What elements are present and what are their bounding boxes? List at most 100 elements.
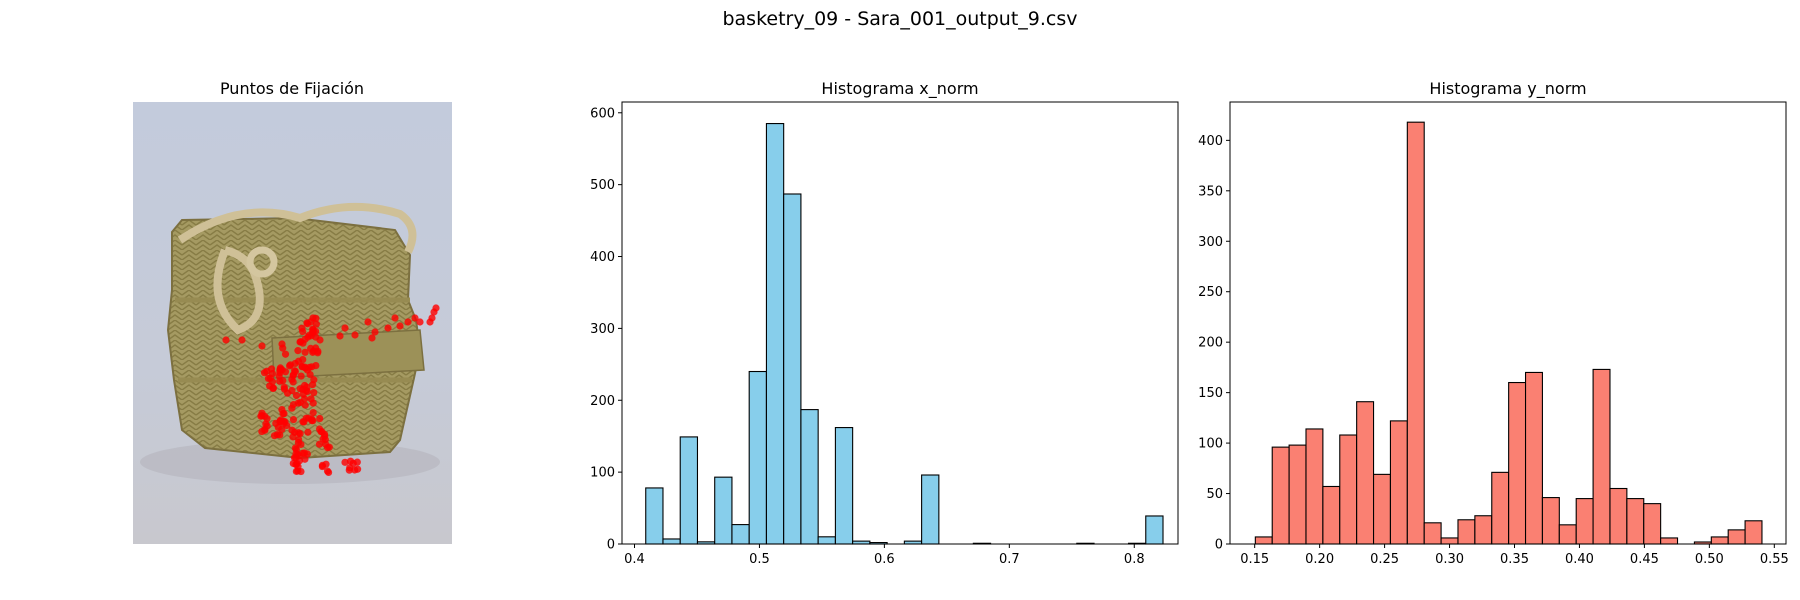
fixation-point	[285, 362, 294, 370]
histogram-x-bar	[731, 524, 750, 545]
histogram-x-bar	[800, 409, 819, 545]
fixation-point	[308, 363, 316, 371]
fixation-point	[309, 314, 317, 322]
fixation-point	[307, 395, 315, 403]
fixation-point	[297, 467, 305, 476]
histogram-y-y-tick-label: 200	[1198, 336, 1223, 351]
histogram-y-bar	[1710, 536, 1729, 545]
fixation-point	[321, 436, 329, 444]
histogram-y-bar	[1660, 537, 1679, 545]
fixation-point	[341, 458, 349, 466]
fixation-point	[364, 318, 372, 326]
fixation-point	[432, 304, 440, 312]
histogram-y-bar	[1305, 428, 1324, 545]
histogram-x-bar	[765, 123, 785, 545]
histogram-y-bar	[1727, 529, 1746, 545]
histogram-x-axes-frame	[621, 101, 1179, 545]
fixation-point	[303, 319, 311, 327]
histogram-y-x-tick-label: 0.45	[1630, 552, 1659, 567]
fixation-point	[351, 466, 359, 474]
histogram-y-y-tick-label: 50	[1206, 487, 1223, 502]
fixation-point	[276, 366, 284, 374]
histogram-y-bar	[1339, 434, 1358, 545]
fixation-point	[270, 432, 279, 440]
fixation-point	[301, 363, 309, 371]
fixation-point	[341, 324, 349, 332]
histogram-y-y-tick-label: 350	[1198, 184, 1223, 199]
fixation-point	[304, 428, 312, 436]
fixation-image-panel: Puntos de Fijación	[133, 79, 452, 544]
fixation-point	[280, 383, 288, 391]
fixation-point	[305, 331, 313, 339]
fixation-point	[261, 412, 269, 420]
fixation-point	[396, 322, 404, 330]
histogram-y-bar	[1372, 473, 1391, 545]
fixation-point	[281, 350, 290, 358]
fixation-point	[404, 318, 412, 326]
fixation-point	[308, 417, 316, 425]
histogram-x-x-tick-label: 0.4	[624, 552, 645, 567]
histogram-x-y-tick-label: 200	[590, 394, 615, 409]
fixation-point	[274, 423, 282, 432]
histogram-y-axes-frame	[1229, 101, 1787, 545]
fixation-point	[296, 338, 304, 346]
fixation-point	[278, 340, 286, 348]
fixation-point	[309, 326, 317, 334]
histogram-x-y-tick-label: 300	[590, 322, 615, 337]
fixation-point	[322, 460, 330, 468]
histogram-y-x-tick-label: 0.25	[1370, 552, 1399, 567]
fixation-point	[294, 347, 302, 355]
fixation-point	[384, 324, 392, 332]
fixation-point	[309, 408, 317, 417]
histogram-y-y-tick-label: 250	[1198, 285, 1223, 300]
histogram-y-bar	[1440, 537, 1459, 545]
histogram-y-y-tick-label: 0	[1215, 538, 1223, 553]
fixation-point	[303, 383, 311, 391]
histogram-y-x-tick-label: 0.30	[1435, 552, 1464, 567]
histogram-x-bar	[679, 436, 699, 545]
histogram-y-x-tick-label: 0.15	[1240, 552, 1269, 567]
histogram-x-y-tick-label: 100	[590, 466, 615, 481]
fixation-point	[301, 348, 309, 356]
fixation-point	[291, 367, 299, 375]
fixation-point	[416, 318, 424, 326]
fixation-point	[315, 440, 324, 448]
fixation-point	[371, 328, 379, 336]
fixation-point	[276, 377, 284, 385]
fixation-point	[280, 419, 288, 427]
histogram-x-bar	[783, 193, 802, 545]
fixation-point	[266, 374, 274, 382]
histogram-x-norm: Histograma x_norm 0.4 0.5 0.6 0.7 0.8 0 100 200 3…	[590, 79, 1179, 567]
fixation-point	[292, 450, 300, 458]
histogram-y-bar	[1643, 503, 1662, 545]
fixation-point	[283, 389, 292, 397]
histogram-y-y-tick-label: 150	[1198, 386, 1223, 401]
histogram-y-x-tick-label: 0.55	[1760, 552, 1789, 567]
fixation-point	[297, 372, 305, 380]
histogram-y-x-tick-label: 0.20	[1305, 552, 1334, 567]
histogram-y-x-tick-label: 0.40	[1565, 552, 1594, 567]
histogram-y-bar	[1541, 497, 1560, 545]
histogram-x-y-tick-label: 400	[590, 250, 615, 265]
histogram-y-y-tick-label: 300	[1198, 235, 1223, 250]
fixation-point	[292, 391, 301, 400]
fixation-point	[299, 355, 307, 364]
histogram-y-bar	[1474, 515, 1493, 545]
histogram-x-title: Histograma x_norm	[821, 79, 978, 99]
fixation-point	[288, 375, 296, 383]
basket-photo	[133, 102, 452, 544]
fixation-point	[316, 414, 324, 423]
histogram-x-bar	[714, 476, 733, 545]
fixation-point	[426, 318, 434, 326]
histogram-y-bar	[1491, 471, 1510, 545]
histogram-x-x-tick-label: 0.7	[999, 552, 1020, 567]
fixation-point	[298, 324, 306, 332]
image-panel-title: Puntos de Fijación	[220, 79, 364, 98]
histogram-x-bar	[921, 474, 940, 545]
fixation-point	[279, 410, 287, 418]
histogram-y-y-tick-label: 400	[1198, 134, 1223, 149]
fixation-point	[323, 467, 332, 475]
histogram-y-bar	[1457, 519, 1476, 545]
histogram-x-bar	[645, 487, 664, 545]
